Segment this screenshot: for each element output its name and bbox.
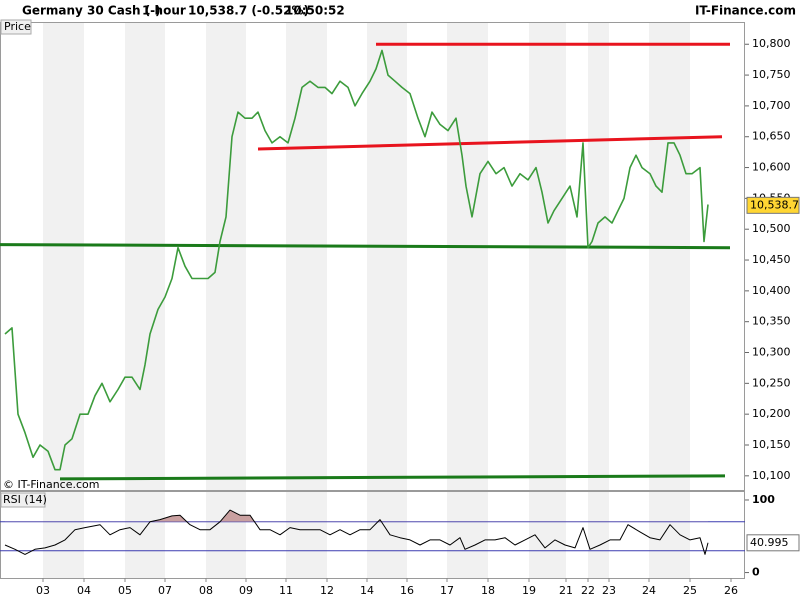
x-tick-label: 05: [118, 584, 132, 597]
trend-line: [59, 474, 726, 481]
day-bands: [43, 23, 690, 578]
y-tick-label: 0: [752, 566, 760, 579]
interval: 1 hour: [142, 4, 186, 18]
copyright: © IT-Finance.com: [3, 478, 100, 491]
x-tick-label: 22: [581, 584, 595, 597]
y-tick-label: 10,300: [752, 346, 791, 359]
price-panel-frame: [0, 22, 745, 491]
last-value-label: 40.995: [750, 536, 789, 549]
day-band: [649, 492, 690, 578]
x-tick-label: 14: [360, 584, 374, 597]
x-tick-label: 04: [77, 584, 91, 597]
y-tick-label: 10,500: [752, 222, 791, 235]
x-tick-label: 19: [522, 584, 536, 597]
x-tick-label: 23: [602, 584, 616, 597]
day-band: [649, 23, 690, 490]
x-tick-label: 26: [724, 584, 738, 597]
series-line: [4, 49, 709, 471]
time: 10:50:52: [285, 4, 345, 18]
overbought-area: [5, 510, 708, 522]
x-tick-label: 11: [279, 584, 293, 597]
y-tick-label: 10,250: [752, 376, 791, 389]
day-band: [206, 492, 246, 578]
y-tick-label: 10,200: [752, 407, 791, 420]
quote: 10,538.7 (-0.52%): [188, 4, 309, 18]
x-tick-label: 21: [559, 584, 573, 597]
brand: IT-Finance.com: [695, 4, 796, 18]
instrument: Germany 30 Cash (-): [22, 4, 161, 18]
series-line: [4, 509, 709, 555]
y-tick-label: 10,800: [752, 37, 791, 50]
day-band: [367, 23, 407, 490]
trend-line: [257, 135, 723, 151]
y-tick-label: 10,100: [752, 469, 791, 482]
x-tick-label: 07: [158, 584, 172, 597]
rsi-label-box: [0, 492, 46, 508]
day-band: [286, 492, 327, 578]
day-band: [125, 492, 165, 578]
x-tick-label: 16: [400, 584, 414, 597]
day-band: [43, 492, 84, 578]
day-band: [43, 23, 84, 490]
rsi-panel-frame: [0, 491, 745, 579]
day-band: [367, 492, 407, 578]
y-tick-label: 10,400: [752, 284, 791, 297]
price-label: Price: [4, 20, 31, 33]
last-value-label: 10,538.7: [750, 198, 799, 211]
x-tick-label: 08: [199, 584, 213, 597]
y-tick-label: 10,150: [752, 438, 791, 451]
price-label-box: [0, 19, 32, 35]
day-band: [206, 23, 246, 490]
day-band: [588, 23, 609, 490]
y-tick-label: 10,750: [752, 68, 791, 81]
x-tick-label: 03: [36, 584, 50, 597]
day-band: [588, 492, 609, 578]
day-band: [125, 23, 165, 490]
y-tick-label: 10,600: [752, 161, 791, 174]
y-tick-label: 10,350: [752, 315, 791, 328]
x-tick-label: 17: [440, 584, 454, 597]
y-tick-label: 10,450: [752, 253, 791, 266]
trend-line: [0, 243, 731, 250]
y-tick-label: 10,650: [752, 130, 791, 143]
day-band: [447, 23, 488, 490]
last-value-box: [746, 534, 800, 552]
day-band: [447, 492, 488, 578]
x-tick-label: 09: [239, 584, 253, 597]
last-value-box: [746, 196, 800, 214]
rsi-label: RSI (14): [3, 493, 47, 506]
x-tick-label: 18: [481, 584, 495, 597]
y-tick-label: 10,700: [752, 99, 791, 112]
day-band: [286, 23, 327, 490]
day-band: [529, 23, 566, 490]
x-tick-label: 24: [642, 584, 656, 597]
y-tick-label: 100: [752, 493, 775, 506]
x-tick-label: 12: [320, 584, 334, 597]
x-tick-label: 25: [683, 584, 697, 597]
